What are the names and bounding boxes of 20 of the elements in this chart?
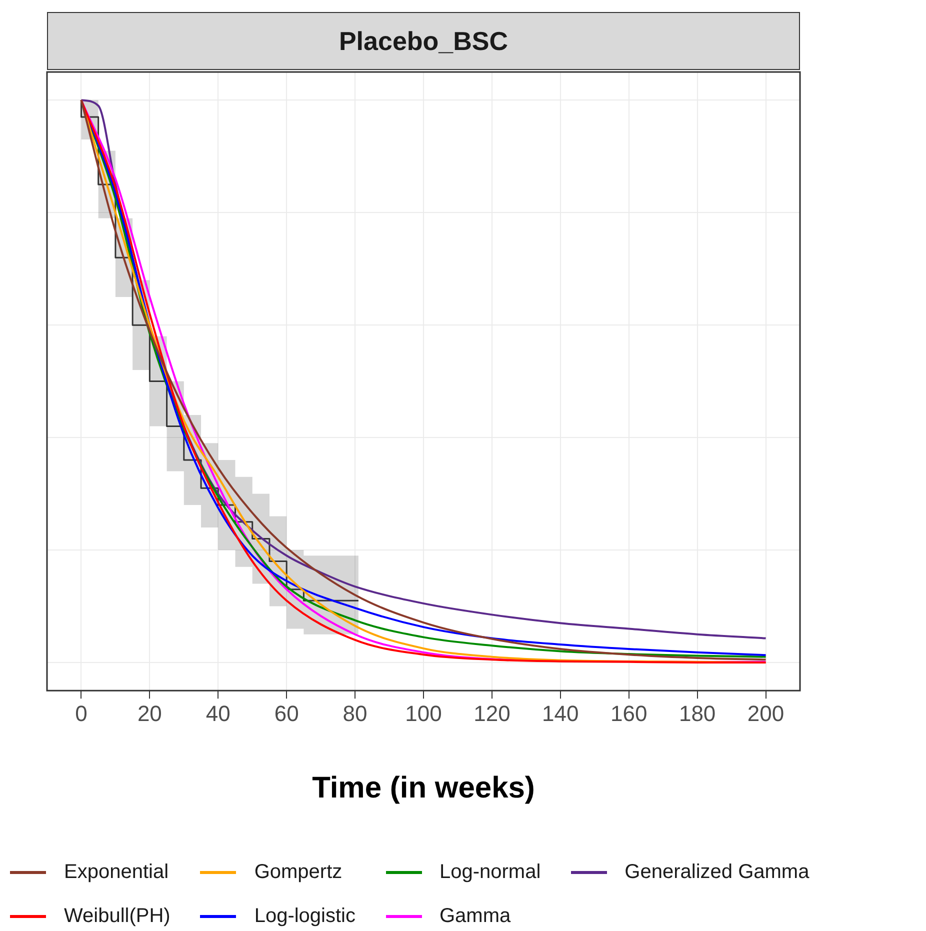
legend-label: Gompertz bbox=[253, 860, 344, 884]
x-tick-label: 20 bbox=[137, 700, 162, 726]
legend-label: Generalized Gamma bbox=[624, 860, 810, 884]
chart-title: Placebo_BSC bbox=[47, 12, 800, 70]
x-axis-title: Time (in weeks) bbox=[312, 771, 535, 804]
x-tick-label: 40 bbox=[206, 700, 230, 726]
x-tick-label: 0 bbox=[75, 700, 88, 726]
x-tick-label: 160 bbox=[610, 700, 648, 726]
x-tick-label: 60 bbox=[274, 700, 299, 726]
legend-label: Gamma bbox=[438, 904, 512, 928]
legend-label: Weibull(PH) bbox=[63, 904, 170, 928]
legend-label: Log-normal bbox=[438, 860, 541, 884]
legend-label: Log-logistic bbox=[253, 904, 356, 928]
x-tick-label: 180 bbox=[678, 700, 716, 726]
x-tick-label: 100 bbox=[405, 700, 442, 726]
x-tick-label: 120 bbox=[474, 700, 510, 726]
x-tick-label: 140 bbox=[542, 700, 579, 726]
legend-label: Exponential bbox=[63, 860, 170, 884]
x-tick-label: 80 bbox=[342, 700, 368, 726]
x-tick-label: 200 bbox=[747, 700, 784, 726]
